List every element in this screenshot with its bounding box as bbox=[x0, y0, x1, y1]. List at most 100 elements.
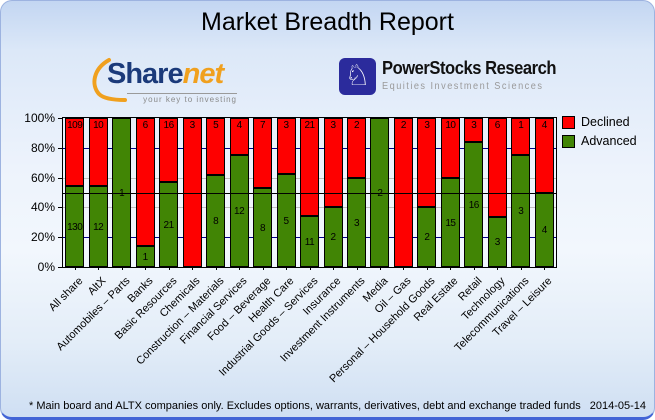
declined-segment bbox=[417, 118, 437, 207]
x-axis-tick bbox=[98, 267, 100, 270]
advanced-segment bbox=[347, 178, 366, 267]
powerstocks-name: PowerStocks Research bbox=[382, 58, 556, 78]
y-axis-tick bbox=[58, 267, 62, 268]
x-axis-tick bbox=[145, 267, 147, 270]
report-date: 2014-05-14 bbox=[589, 400, 646, 412]
sharenet-wordmark: Sharenet bbox=[107, 58, 224, 90]
advanced-segment bbox=[511, 155, 531, 267]
fifty-percent-line bbox=[63, 193, 556, 194]
bar-Oil – Gas: 2 bbox=[393, 118, 413, 267]
declined-segment bbox=[393, 118, 413, 267]
declined-segment bbox=[135, 118, 155, 246]
y-axis-tick bbox=[58, 237, 62, 238]
bar-Retail: 3 16 bbox=[464, 118, 484, 267]
x-axis-tick bbox=[74, 267, 76, 270]
declined-segment bbox=[464, 118, 484, 142]
declined-segment bbox=[159, 118, 179, 182]
page-title: Market Breadth Report bbox=[201, 8, 454, 36]
advanced-segment bbox=[159, 182, 179, 267]
legend-label-declined: Declined bbox=[581, 115, 630, 129]
knight-chess-icon: ♘ bbox=[339, 58, 376, 95]
declined-segment bbox=[206, 118, 226, 175]
sharenet-swoosh-icon bbox=[89, 57, 133, 108]
advanced-segment bbox=[88, 186, 108, 267]
chart-legend: Declined Advanced bbox=[562, 115, 637, 153]
y-axis-label: 40% bbox=[30, 200, 55, 214]
y-axis-label: 0% bbox=[37, 260, 55, 274]
advanced-segment bbox=[253, 188, 272, 267]
x-axis-tick bbox=[333, 267, 334, 270]
x-axis-tick bbox=[168, 267, 170, 270]
x-axis-tick bbox=[262, 267, 264, 270]
declined-segment bbox=[323, 118, 343, 207]
x-axis-tick bbox=[544, 267, 546, 270]
declined-segment bbox=[487, 118, 507, 217]
declined-segment bbox=[65, 118, 85, 186]
advanced-segment bbox=[370, 118, 390, 267]
declined-segment bbox=[182, 118, 202, 267]
advanced-segment bbox=[229, 155, 249, 267]
declined-segment bbox=[347, 118, 366, 178]
advanced-segment bbox=[464, 142, 484, 267]
advanced-segment bbox=[276, 174, 296, 267]
legend-label-advanced: Advanced bbox=[581, 134, 637, 148]
legend-item-advanced: Advanced bbox=[562, 134, 637, 148]
advanced-swatch bbox=[562, 134, 575, 148]
y-axis-tick bbox=[58, 118, 62, 119]
declined-segment bbox=[534, 118, 554, 193]
x-axis-tick bbox=[215, 267, 217, 270]
x-axis-tick bbox=[497, 267, 499, 270]
x-axis-tick bbox=[403, 267, 405, 270]
x-axis-tick bbox=[309, 267, 311, 270]
sharenet-logo: Sharenet your key to investing bbox=[89, 57, 249, 105]
footer: * Main board and ALTX companies only. Ex… bbox=[29, 400, 646, 412]
y-axis-label: 100% bbox=[24, 111, 55, 125]
bar-Personal – Household Goods: 32 bbox=[417, 118, 437, 267]
bar-Health Care: 35 bbox=[276, 118, 296, 267]
advanced-segment bbox=[440, 178, 460, 267]
declined-swatch bbox=[562, 115, 575, 129]
x-axis-tick bbox=[379, 267, 381, 270]
x-axis-tick bbox=[286, 267, 287, 270]
y-axis-label: 20% bbox=[30, 230, 55, 244]
sharenet-tagline: your key to investing bbox=[127, 93, 237, 104]
x-axis-tick bbox=[121, 267, 123, 270]
advanced-segment bbox=[417, 207, 437, 267]
advanced-segment bbox=[323, 207, 343, 267]
bar-Basic Resources: 16 21 bbox=[159, 118, 179, 267]
declined-segment bbox=[88, 118, 108, 186]
x-axis-tick bbox=[520, 267, 522, 270]
declined-segment bbox=[276, 118, 296, 174]
x-axis-tick bbox=[356, 267, 358, 270]
advanced-segment bbox=[206, 175, 226, 267]
advanced-segment bbox=[534, 193, 554, 267]
legend-item-declined: Declined bbox=[562, 115, 637, 129]
x-axis-tick bbox=[426, 267, 428, 270]
y-axis-label: 60% bbox=[30, 171, 55, 185]
declined-segment bbox=[511, 118, 531, 155]
bar-AltX: 10 12 bbox=[88, 118, 108, 267]
advanced-segment bbox=[135, 246, 155, 267]
y-axis-tick bbox=[58, 148, 62, 149]
y-axis-label: 80% bbox=[30, 141, 55, 155]
declined-segment bbox=[229, 118, 249, 155]
bar-Investment Instruments: 23 bbox=[347, 118, 366, 267]
footnote: * Main board and ALTX companies only. Ex… bbox=[29, 400, 581, 412]
powerstocks-logo: ♘ PowerStocks Research Equities Investme… bbox=[339, 58, 571, 100]
x-axis-tick bbox=[192, 267, 194, 270]
advanced-segment bbox=[300, 216, 319, 267]
x-axis-tick bbox=[473, 267, 475, 270]
declined-segment bbox=[300, 118, 319, 216]
bar-Financial Services: 4 12 bbox=[229, 118, 249, 267]
y-axis-tick bbox=[58, 207, 62, 208]
declined-segment bbox=[440, 118, 460, 178]
x-axis-tick bbox=[239, 267, 241, 270]
x-axis-tick bbox=[450, 267, 452, 270]
declined-segment bbox=[253, 118, 272, 188]
advanced-segment bbox=[487, 217, 507, 267]
advanced-segment bbox=[112, 118, 132, 267]
